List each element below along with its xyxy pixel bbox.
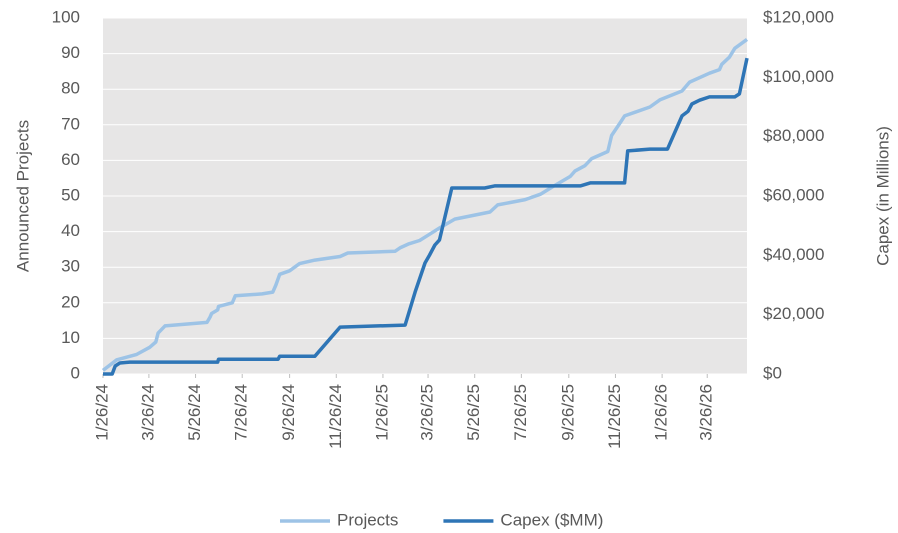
- y-tick-label: 70: [61, 114, 80, 133]
- y2-tick-label: $120,000: [763, 7, 834, 26]
- y2-tick-label: $100,000: [763, 67, 834, 86]
- x-tick-label: 7/26/24: [232, 384, 251, 441]
- y2-tick-label: $20,000: [763, 304, 824, 323]
- series-line: [103, 57, 749, 376]
- y-tick-label: 0: [71, 363, 80, 382]
- x-tick-label: 3/26/26: [697, 384, 716, 441]
- y-tick-label: 30: [61, 257, 80, 276]
- x-tick-label: 5/26/25: [464, 384, 483, 441]
- y-axis-title: Announced Projects: [13, 120, 32, 272]
- series-line: [101, 37, 749, 372]
- x-tick-label: 1/26/25: [372, 384, 391, 441]
- legend-label: Capex ($MM): [500, 510, 603, 529]
- y-tick-label: 90: [61, 43, 80, 62]
- x-tick-label: 3/26/25: [418, 384, 437, 441]
- y2-tick-label: $60,000: [763, 185, 824, 204]
- y-tick-label: 40: [61, 221, 80, 240]
- y-tick-label: 80: [61, 79, 80, 98]
- x-tick-label: 9/26/25: [558, 384, 577, 441]
- y-tick-label: 10: [61, 328, 80, 347]
- legend-label: Projects: [337, 510, 398, 529]
- y2-tick-label: $0: [763, 363, 782, 382]
- x-tick-label: 9/26/24: [279, 384, 298, 441]
- x-tick-label: 1/26/24: [92, 384, 111, 441]
- x-tick-label: 1/26/26: [652, 384, 671, 441]
- x-tick-label: 11/26/24: [326, 384, 345, 449]
- y-tick-label: 100: [52, 7, 80, 26]
- x-tick-label: 11/26/25: [605, 384, 624, 449]
- y-tick-label: 60: [61, 150, 80, 169]
- y2-tick-label: $40,000: [763, 245, 824, 264]
- y2-tick-label: $80,000: [763, 126, 824, 145]
- y-tick-label: 50: [61, 185, 80, 204]
- x-tick-label: 3/26/24: [138, 384, 157, 441]
- x-tick-label: 7/26/25: [511, 384, 530, 441]
- y-tick-label: 20: [61, 292, 80, 311]
- x-tick-label: 5/26/24: [185, 384, 204, 441]
- y2-axis-title: Capex (in Millions): [873, 126, 892, 266]
